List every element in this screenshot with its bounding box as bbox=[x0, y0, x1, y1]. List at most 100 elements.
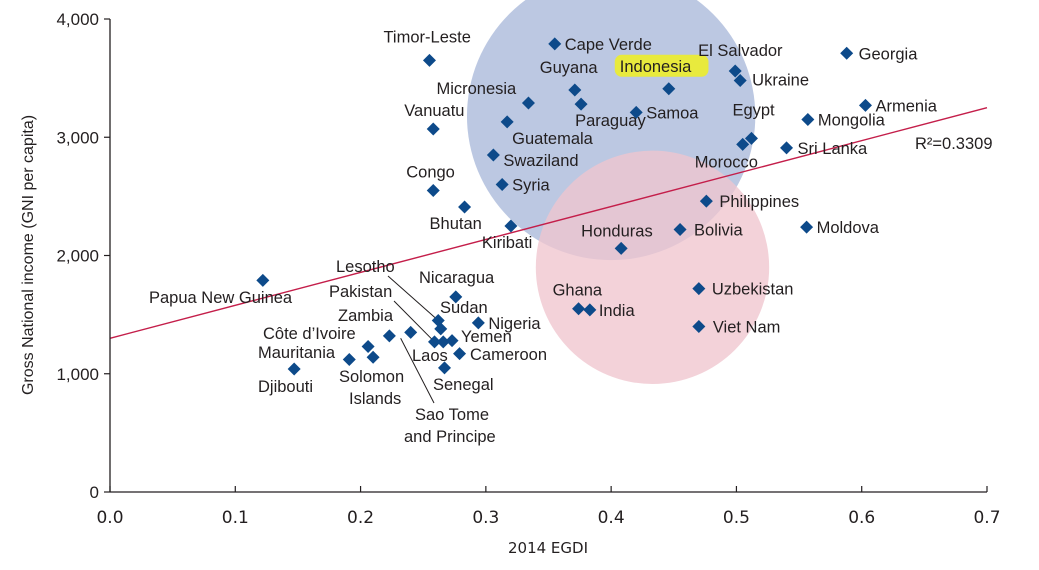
axes: 0 1,000 2,000 3,000 4,000 0.0 0.1 0.2 0.3 0.4 0.5… bbox=[20, 10, 1001, 557]
country-label: Guyana bbox=[540, 59, 599, 77]
country-label: Senegal bbox=[433, 376, 494, 394]
x-axis-ticks: 0.0 0.1 0.2 0.3 0.4 0.5 0.6 0.7 bbox=[96, 486, 1001, 528]
y-axis-title: Gross National income (GNI per capita) bbox=[20, 115, 37, 395]
country-label: Djibouti bbox=[258, 378, 313, 396]
country-label: Côte d’Ivoire bbox=[263, 325, 356, 343]
data-point-pakistan bbox=[427, 335, 441, 349]
leader-line bbox=[400, 338, 435, 404]
data-point-moldova bbox=[800, 220, 814, 234]
data-point-sao-tome-and-principe bbox=[366, 350, 380, 364]
data-point-guyana bbox=[568, 83, 582, 97]
country-label: Yemen bbox=[461, 328, 512, 346]
data-point-mongolia bbox=[801, 113, 815, 127]
country-label: Bhutan bbox=[430, 215, 482, 233]
data-point-honduras bbox=[614, 241, 628, 255]
x-tick-label: 0.1 bbox=[222, 508, 249, 528]
country-label: Micronesia bbox=[436, 80, 517, 98]
country-label: Uzbekistan bbox=[712, 281, 794, 299]
country-label: Sudan bbox=[440, 299, 488, 317]
country-label: Papua New Guinea bbox=[149, 289, 293, 307]
country-label: Philippines bbox=[719, 193, 799, 211]
data-point-uzbekistan bbox=[692, 282, 706, 296]
data-point-papua-new-guinea bbox=[256, 273, 270, 287]
data-point-congo bbox=[426, 183, 440, 197]
data-points bbox=[256, 37, 872, 376]
x-axis-title: 2014 EGDI bbox=[508, 539, 588, 557]
country-label: Egypt bbox=[732, 101, 775, 119]
country-label: Nicaragua bbox=[419, 269, 495, 287]
leader-line bbox=[387, 275, 439, 321]
country-label: Islands bbox=[349, 390, 401, 408]
leader-line-layer bbox=[387, 275, 439, 404]
country-label: Mongolia bbox=[818, 112, 886, 130]
country-label: Zambia bbox=[338, 307, 394, 325]
label-highlight bbox=[614, 54, 709, 77]
data-labels: Timor-Leste Cape Verde Guyana Indonesia El S… bbox=[149, 28, 938, 446]
country-label: India bbox=[599, 302, 636, 320]
country-label: Syria bbox=[512, 177, 550, 195]
country-label: Cameroon bbox=[470, 346, 547, 364]
trendline bbox=[109, 107, 988, 339]
country-label: Mauritania bbox=[258, 344, 336, 362]
data-point-cameroon bbox=[453, 347, 467, 361]
x-tick-label: 0.4 bbox=[598, 508, 625, 528]
country-label: Samoa bbox=[646, 104, 699, 122]
data-point-djibouti bbox=[287, 362, 301, 376]
country-label: Timor-Leste bbox=[383, 28, 470, 46]
data-point-timor-leste bbox=[422, 53, 436, 67]
data-point-samoa bbox=[629, 105, 643, 119]
x-tick-label: 0.5 bbox=[723, 508, 750, 528]
data-point-egypt bbox=[744, 131, 758, 145]
data-point-bolivia bbox=[673, 222, 687, 236]
data-point-india bbox=[583, 303, 597, 317]
data-point-nigeria bbox=[471, 316, 485, 330]
data-point-viet-nam bbox=[692, 319, 706, 333]
country-label: Paraguay bbox=[575, 112, 646, 130]
data-point-el-salvador bbox=[728, 64, 742, 78]
trendline-layer bbox=[109, 107, 988, 339]
r-squared-label: R²=0.3309 bbox=[915, 135, 993, 153]
data-point-sri-lanka bbox=[780, 141, 794, 155]
data-point-kiribati bbox=[504, 219, 518, 233]
lower-cluster bbox=[535, 150, 770, 385]
country-label: Ghana bbox=[553, 282, 603, 300]
data-point-swaziland bbox=[486, 148, 500, 162]
country-label: Cape Verde bbox=[565, 36, 652, 54]
y-tick-label: 1,000 bbox=[56, 365, 99, 384]
country-label: Indonesia bbox=[620, 58, 692, 76]
data-point-micronesia bbox=[521, 96, 535, 110]
country-label: Sri Lanka bbox=[798, 140, 869, 158]
country-label: Laos bbox=[412, 347, 448, 365]
x-tick-label: 0.2 bbox=[347, 508, 374, 528]
data-point-nicaragua bbox=[449, 290, 463, 304]
data-point-paraguay bbox=[574, 97, 588, 111]
x-tick-label: 0.0 bbox=[96, 508, 123, 528]
country-label: Viet Nam bbox=[713, 318, 781, 336]
country-label: Moldova bbox=[817, 219, 880, 237]
data-point-georgia bbox=[840, 46, 854, 60]
data-point-senegal bbox=[438, 361, 452, 375]
data-point-guatemala bbox=[500, 115, 514, 129]
data-point-syria bbox=[495, 178, 509, 192]
country-label: Nigeria bbox=[488, 315, 541, 333]
data-point-vanuatu bbox=[426, 122, 440, 136]
x-tick-label: 0.6 bbox=[848, 508, 875, 528]
data-point-armenia bbox=[858, 98, 872, 112]
x-tick-label: 0.7 bbox=[973, 508, 1000, 528]
country-label: Georgia bbox=[859, 45, 919, 63]
country-label: Swaziland bbox=[503, 152, 578, 170]
data-point-yemen bbox=[445, 334, 459, 348]
country-label: Morocco bbox=[695, 153, 758, 171]
data-point-ghana bbox=[572, 302, 586, 316]
data-point-ukraine bbox=[733, 73, 747, 87]
country-label: and Principe bbox=[404, 428, 496, 446]
data-point-laos bbox=[436, 335, 450, 349]
data-point-philippines bbox=[699, 194, 713, 208]
country-label: Kiribati bbox=[482, 234, 532, 252]
leader-line bbox=[393, 300, 435, 343]
data-point-mauritania bbox=[361, 340, 375, 354]
data-point-solomon-islands bbox=[342, 353, 356, 367]
x-tick-label: 0.3 bbox=[472, 508, 499, 528]
country-label: Congo bbox=[406, 163, 455, 181]
y-tick-label: 3,000 bbox=[56, 128, 99, 147]
